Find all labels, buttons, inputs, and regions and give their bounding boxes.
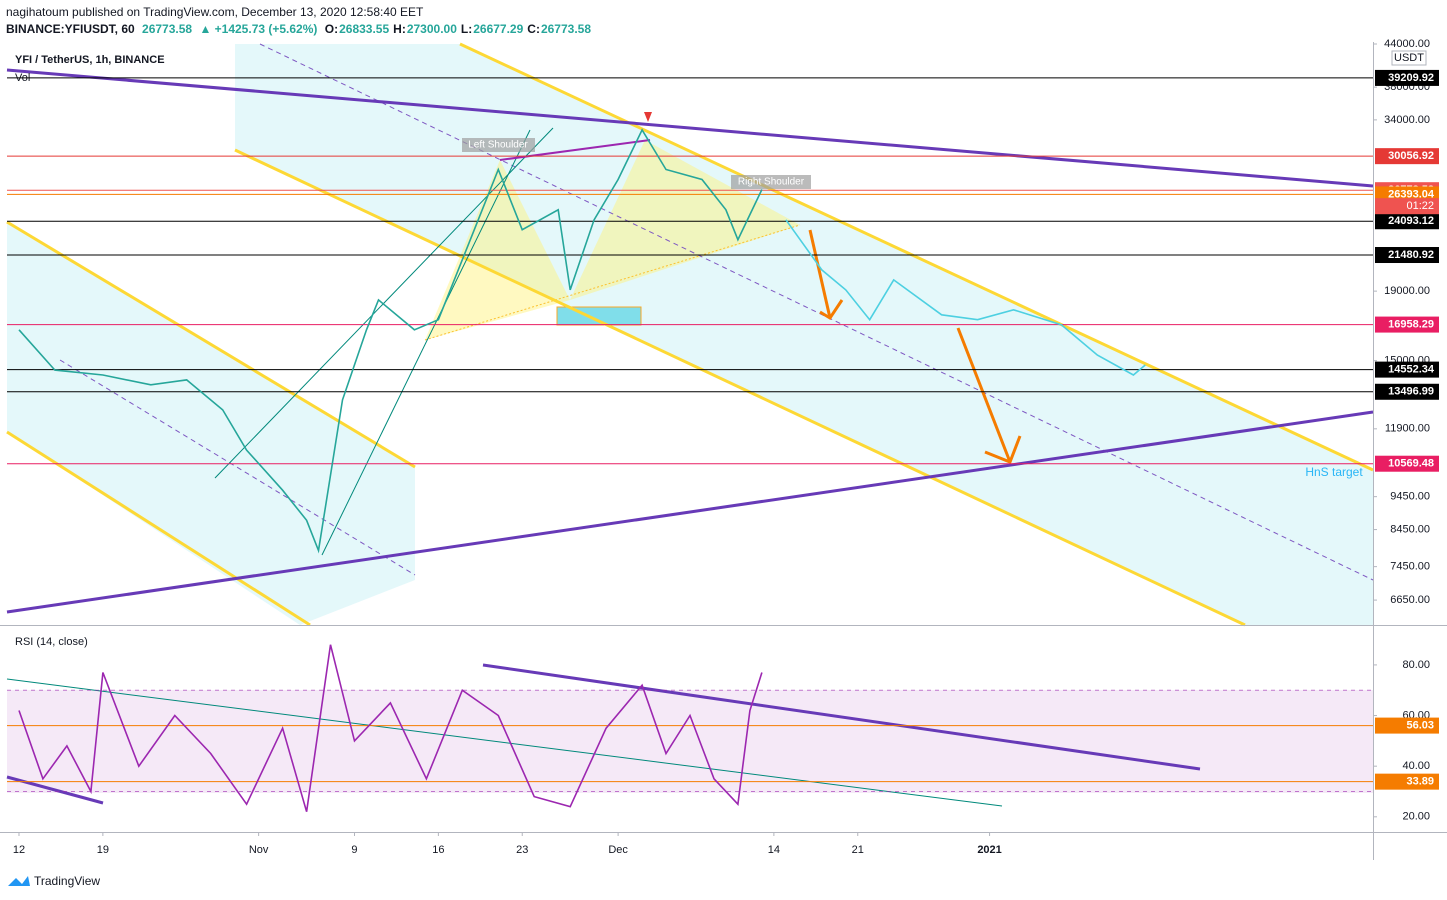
x-tick-label: 12 xyxy=(13,844,25,856)
trend-line xyxy=(214,127,554,479)
y-tick-label: 40.00 xyxy=(1402,760,1430,772)
level-label-box xyxy=(1375,213,1439,230)
neckline xyxy=(424,224,801,341)
trend-line xyxy=(321,129,531,556)
symbol-line: BINANCE:YFIUSDT, 60 26773.58 ▲ +1425.73 … xyxy=(6,21,599,38)
arrow-head xyxy=(984,435,1022,464)
ohlc-key: L: xyxy=(460,22,473,36)
trend-line xyxy=(499,139,651,161)
ohlc-value: 26677.29 xyxy=(473,22,524,36)
chart-title: YFI / TetherUS, 1h, BINANCE xyxy=(15,54,165,66)
change: ▲ +1425.73 (+5.62%) xyxy=(199,22,318,36)
x-tick-label: 23 xyxy=(516,844,528,856)
x-tick-label: 21 xyxy=(852,844,864,856)
x-tick-label: 19 xyxy=(97,844,109,856)
symbol: BINANCE:YFIUSDT, 60 xyxy=(6,22,135,36)
arrow-head xyxy=(819,299,844,321)
y-tick-label: 6650.00 xyxy=(1390,594,1430,606)
channel-line xyxy=(6,220,416,469)
level-label: 39209.92 xyxy=(1388,72,1434,84)
rsi-band xyxy=(7,690,1373,793)
y-tick-label: 44000.00 xyxy=(1384,38,1430,50)
y-tick-label: 7450.00 xyxy=(1390,561,1430,573)
pattern-fill xyxy=(425,160,570,340)
x-tick-label: 9 xyxy=(351,844,357,856)
x-tick-label: 2021 xyxy=(977,844,1001,856)
drawings xyxy=(0,42,1447,860)
level-label-box xyxy=(1375,383,1439,400)
channel-fill xyxy=(7,222,415,625)
annotation-box xyxy=(462,138,535,152)
publish-line: nagihatoum published on TradingView.com,… xyxy=(6,5,424,19)
y-tick-label: 8450.00 xyxy=(1390,523,1430,535)
level-label-box xyxy=(1375,148,1439,165)
level-label-box xyxy=(1375,361,1439,378)
ohlc-key: O: xyxy=(324,22,339,36)
ohlc-value: 26773.58 xyxy=(540,22,592,36)
y-tick-label: 80.00 xyxy=(1402,659,1430,671)
trend-line xyxy=(6,410,1374,614)
countdown: 01:22 xyxy=(1406,200,1434,212)
channel-mid xyxy=(259,43,1374,581)
arrow xyxy=(808,229,832,319)
y-tick-label: 9450.00 xyxy=(1390,491,1430,503)
marker xyxy=(644,112,652,122)
channel-line xyxy=(459,42,1374,472)
level-label-box xyxy=(1375,247,1439,264)
ohlc-key: C: xyxy=(527,22,540,36)
level-label: 14552.34 xyxy=(1388,364,1435,376)
x-tick-label: Dec xyxy=(608,844,628,856)
rsi-trend xyxy=(482,663,1201,771)
y-tick-label: 11900.00 xyxy=(1385,423,1430,435)
x-tick-label: 16 xyxy=(432,844,444,856)
level-label-box xyxy=(1375,69,1439,86)
ohlc-value: 26833.55 xyxy=(339,22,390,36)
ohlc-key: H: xyxy=(393,22,406,36)
level-label: 33.89 xyxy=(1406,776,1434,788)
series-line xyxy=(18,128,763,554)
level-label: 21480.92 xyxy=(1388,249,1434,261)
annotation: Left Shoulder xyxy=(468,140,528,151)
annotation: Right Shoulder xyxy=(738,177,805,188)
rsi-trend xyxy=(6,678,1003,807)
level-label: 56.03 xyxy=(1406,720,1434,732)
rsi-title: RSI (14, close) xyxy=(15,636,88,648)
x-tick-label: Nov xyxy=(249,844,269,856)
level-label: 30056.92 xyxy=(1388,150,1434,162)
level-label: 26393.04 xyxy=(1388,188,1435,200)
unit-label: USDT xyxy=(1394,52,1424,64)
annotation: HnS target xyxy=(1305,465,1363,479)
brand: TradingView xyxy=(34,874,100,888)
channel-fill xyxy=(235,44,1373,625)
last-price: 26773.58 xyxy=(142,22,193,36)
unit-box xyxy=(1391,50,1427,66)
series-line xyxy=(785,219,1146,376)
trend-line xyxy=(6,68,1374,188)
annotation-box xyxy=(731,175,811,189)
series-line xyxy=(18,644,763,812)
countdown-box xyxy=(1375,198,1439,215)
y-tick-label: 19000.00 xyxy=(1384,285,1430,297)
level-label: 13496.99 xyxy=(1388,386,1434,398)
logo xyxy=(8,876,30,886)
level-label: 24093.12 xyxy=(1388,215,1434,227)
x-tick-label: 14 xyxy=(768,844,780,856)
ohlc: O:26833.55 H:27300.00 L:26677.29 C:26773.58 xyxy=(325,22,595,36)
pattern-fill xyxy=(570,140,800,300)
level-label-box xyxy=(1375,717,1439,734)
channel-mid xyxy=(59,359,416,576)
level-label: 10569.48 xyxy=(1388,458,1434,470)
level-label: 16958.29 xyxy=(1388,318,1434,330)
arrow xyxy=(956,327,1012,463)
ohlc-value: 27300.00 xyxy=(406,22,457,36)
level-label-box xyxy=(1375,455,1439,472)
header: nagihatoum published on TradingView.com,… xyxy=(6,4,599,38)
y-tick-label: 20.00 xyxy=(1402,811,1430,823)
level-label-box xyxy=(1375,773,1439,790)
channel-line xyxy=(234,148,1246,627)
level-label-box xyxy=(1375,316,1439,333)
y-tick-label: 34000.00 xyxy=(1384,114,1430,126)
